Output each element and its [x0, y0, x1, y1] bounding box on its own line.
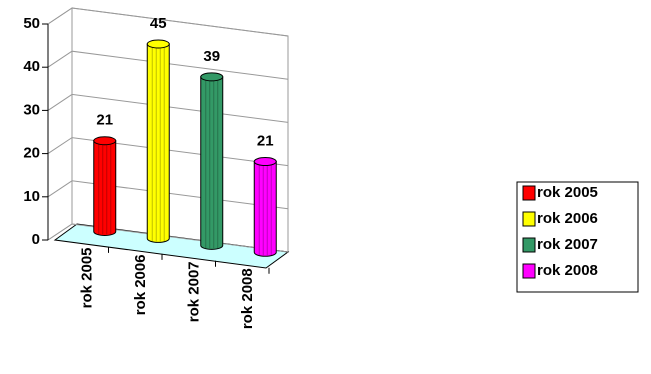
bar — [93, 140, 117, 236]
legend-label: rok 2008 — [537, 262, 598, 279]
data-label: 45 — [150, 15, 167, 32]
legend-label: rok 2006 — [537, 210, 598, 227]
x-tick-label: rok 2007 — [186, 261, 203, 322]
legend-label: rok 2007 — [537, 236, 598, 253]
bar — [253, 161, 277, 257]
legend-swatch — [522, 237, 536, 253]
y-tick-label: 0 — [32, 231, 40, 248]
bar — [200, 76, 224, 250]
data-label: 21 — [257, 133, 274, 150]
grid-line — [47, 50, 289, 80]
bar-cap — [146, 39, 170, 49]
bar-cap — [253, 157, 277, 167]
x-tick-label: rok 2008 — [239, 268, 256, 329]
legend-label: rok 2005 — [537, 184, 598, 201]
side-wall — [47, 7, 73, 241]
x-tick-label: rok 2006 — [132, 254, 149, 315]
bar-cap — [200, 72, 224, 82]
bar-cap — [93, 136, 117, 146]
data-label: 21 — [96, 112, 113, 129]
y-tick-label: 50 — [23, 15, 40, 32]
data-label: 39 — [203, 48, 220, 65]
x-tick-label: rok 2005 — [79, 247, 96, 308]
legend-swatch — [522, 263, 536, 279]
legend-swatch — [522, 211, 536, 227]
legend-swatch — [522, 185, 536, 201]
y-tick-label: 40 — [23, 58, 40, 75]
legend-box — [516, 181, 639, 293]
y-tick-label: 30 — [23, 101, 40, 118]
grid-line — [47, 7, 289, 37]
y-tick-label: 10 — [23, 188, 40, 205]
y-tick-label: 20 — [23, 145, 40, 162]
bar — [146, 43, 170, 243]
